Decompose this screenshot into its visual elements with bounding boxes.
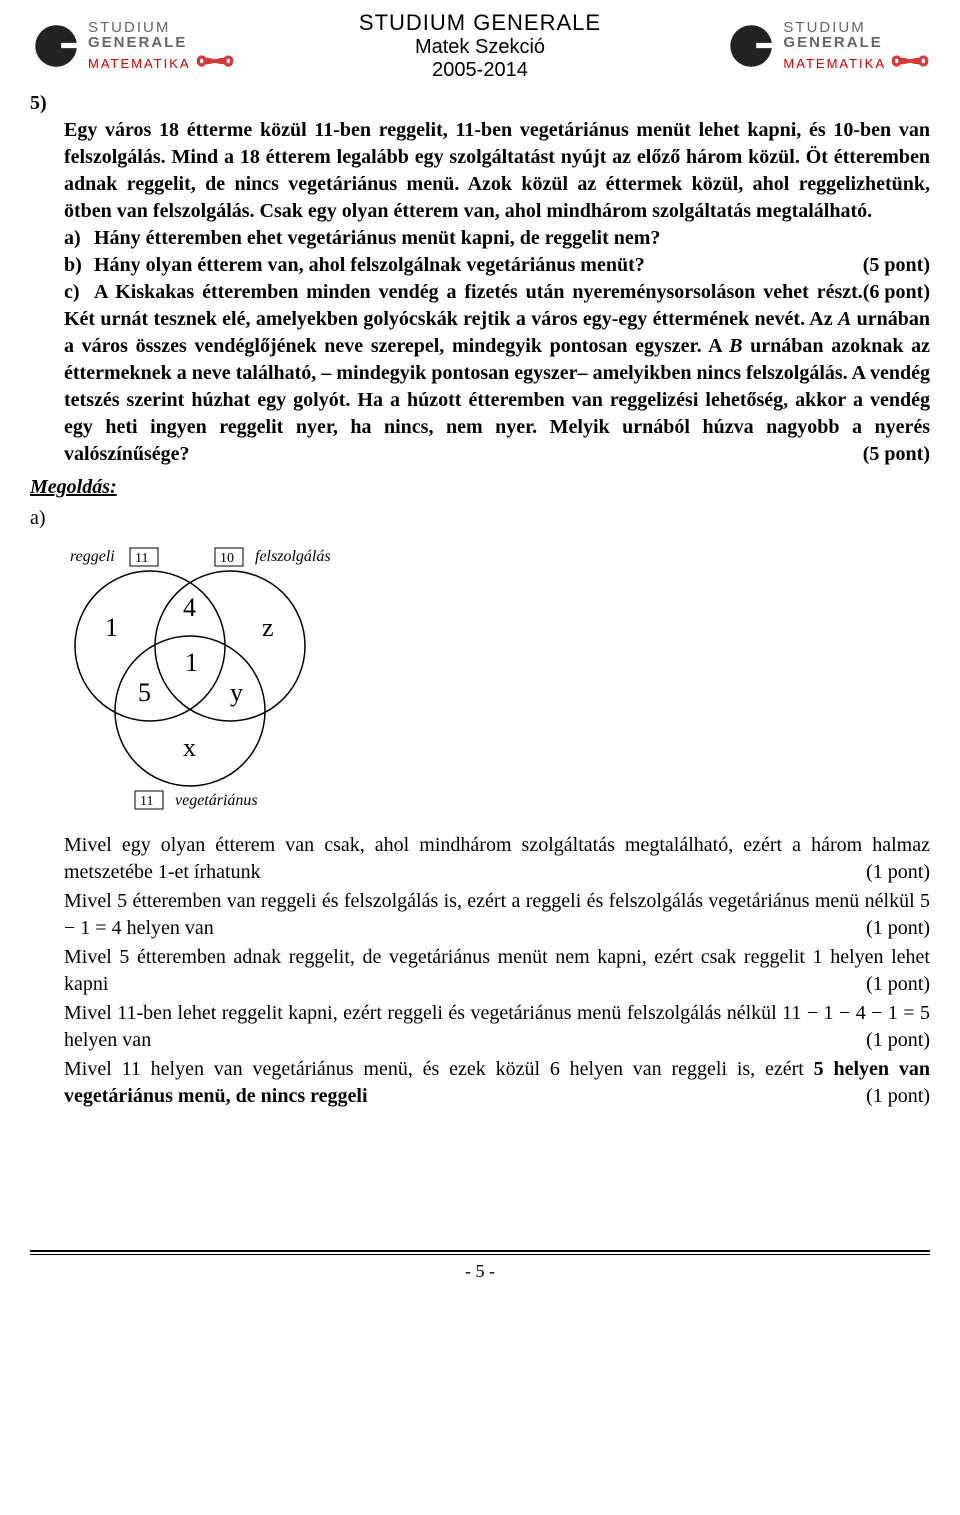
sub-b: b)Hány olyan étterem van, ahol felszolgá… bbox=[64, 252, 930, 279]
venn-diagram: reggeli 11 10 felszolgálás 1 4 z 1 5 y x bbox=[40, 536, 930, 824]
sub-b-points: (6 pont) bbox=[863, 279, 930, 306]
problem-number: 5) bbox=[30, 90, 64, 117]
venn-v-leftbot: 5 bbox=[138, 678, 151, 707]
logo-left: STUDIUM GENERALE MATEMATIKA bbox=[30, 20, 235, 72]
problem-5: 5) Egy város 18 étterme közül 11-ben reg… bbox=[30, 90, 930, 468]
sub-c: c)A Kiskakas étteremben minden vendég a … bbox=[64, 279, 930, 468]
sub-a-text: Hány étteremben ehet vegetáriánus menüt … bbox=[94, 227, 660, 249]
brand-line1: STUDIUM bbox=[783, 20, 930, 35]
sub-a-points: (5 pont) bbox=[863, 252, 930, 279]
venn-label-vegetarianus: vegetáriánus bbox=[175, 792, 258, 809]
sub-b-letter: b) bbox=[64, 252, 94, 279]
urn-b: B bbox=[729, 335, 742, 357]
venn-v-left: 1 bbox=[105, 613, 118, 642]
solution-a-label: a) bbox=[30, 505, 930, 532]
sub-b-text: Hány olyan étterem van, ahol felszolgáln… bbox=[94, 254, 645, 276]
sol-line4b: helyen van bbox=[64, 1029, 151, 1051]
sub-a: a)Hány étteremben ehet vegetáriánus menü… bbox=[64, 225, 930, 252]
infinity-icon bbox=[195, 50, 235, 72]
sub-c-points: (5 pont) bbox=[863, 441, 930, 468]
content: 5) Egy város 18 étterme közül 11-ben reg… bbox=[30, 90, 930, 1110]
venn-box-11a: 11 bbox=[135, 551, 148, 566]
venn-label-reggeli: reggeli bbox=[70, 548, 115, 565]
page: STUDIUM GENERALE MATEMATIKA STUDIUM GENE… bbox=[0, 0, 960, 1302]
venn-v-top: 4 bbox=[183, 593, 196, 622]
logo-g-icon bbox=[725, 20, 777, 72]
sub-a-letter: a) bbox=[64, 225, 94, 252]
sol-line3-pts: (1 pont) bbox=[866, 971, 930, 998]
header-section: Matek Szekció bbox=[359, 36, 601, 59]
sol-line1-pts: (1 pont) bbox=[866, 859, 930, 886]
header-title: STUDIUM GENERALE bbox=[359, 10, 601, 36]
page-footer: - 5 - bbox=[30, 1250, 930, 1282]
page-header: STUDIUM GENERALE MATEMATIKA STUDIUM GENE… bbox=[30, 10, 930, 82]
brand-line3: MATEMATIKA bbox=[783, 57, 886, 70]
sol-line2a: Mivel 5 étteremben van reggeli és felszo… bbox=[64, 890, 920, 912]
urn-a: A bbox=[838, 308, 851, 330]
sol-line4-pts: (1 pont) bbox=[866, 1027, 930, 1054]
header-center: STUDIUM GENERALE Matek Szekció 2005-2014 bbox=[359, 10, 601, 82]
sol-line5-pts: (1 pont) bbox=[866, 1083, 930, 1110]
sol-line4a: Mivel 11-ben lehet reggelit kapni, ezért… bbox=[64, 1002, 782, 1024]
sub-c-text-1: A Kiskakas étteremben minden vendég a fi… bbox=[64, 281, 863, 330]
solution-label: Megoldás: bbox=[30, 474, 930, 501]
venn-v-center: 1 bbox=[185, 648, 198, 677]
logo-right: STUDIUM GENERALE MATEMATIKA bbox=[725, 20, 930, 72]
logo-g-icon bbox=[30, 20, 82, 72]
venn-v-bottom: x bbox=[183, 733, 196, 762]
sol-line2b: helyen van bbox=[122, 917, 214, 939]
sol-line3: Mivel 5 étteremben adnak reggelit, de ve… bbox=[64, 946, 930, 995]
brand-text: STUDIUM GENERALE MATEMATIKA bbox=[88, 20, 235, 72]
venn-svg: reggeli 11 10 felszolgálás 1 4 z 1 5 y x bbox=[40, 536, 360, 816]
sol-line2-pts: (1 pont) bbox=[866, 915, 930, 942]
solution-text: Mivel egy olyan étterem van csak, ahol m… bbox=[64, 832, 930, 1110]
venn-label-felszolgalas: felszolgálás bbox=[255, 548, 331, 565]
venn-v-right: z bbox=[262, 613, 274, 642]
header-years: 2005-2014 bbox=[359, 59, 601, 82]
venn-v-rightbot: y bbox=[230, 678, 243, 707]
problem-intro: Egy város 18 étterme közül 11-ben reggel… bbox=[64, 117, 930, 225]
venn-box-10: 10 bbox=[220, 551, 234, 566]
brand-line2: GENERALE bbox=[88, 35, 235, 50]
sol-line1: Mivel egy olyan étterem van csak, ahol m… bbox=[64, 834, 930, 883]
brand-line3: MATEMATIKA bbox=[88, 57, 191, 70]
sol-line5a: Mivel 11 helyen van vegetáriánus menü, é… bbox=[64, 1058, 814, 1080]
venn-box-11b: 11 bbox=[140, 794, 153, 809]
brand-text: STUDIUM GENERALE MATEMATIKA bbox=[783, 20, 930, 72]
sol-line4-math: 11 − 1 − 4 − 1 = 5 bbox=[782, 1002, 930, 1024]
sub-c-letter: c) bbox=[64, 279, 94, 306]
brand-line1: STUDIUM bbox=[88, 20, 235, 35]
brand-line2: GENERALE bbox=[783, 35, 930, 50]
infinity-icon bbox=[890, 50, 930, 72]
page-number: - 5 - bbox=[465, 1261, 495, 1281]
